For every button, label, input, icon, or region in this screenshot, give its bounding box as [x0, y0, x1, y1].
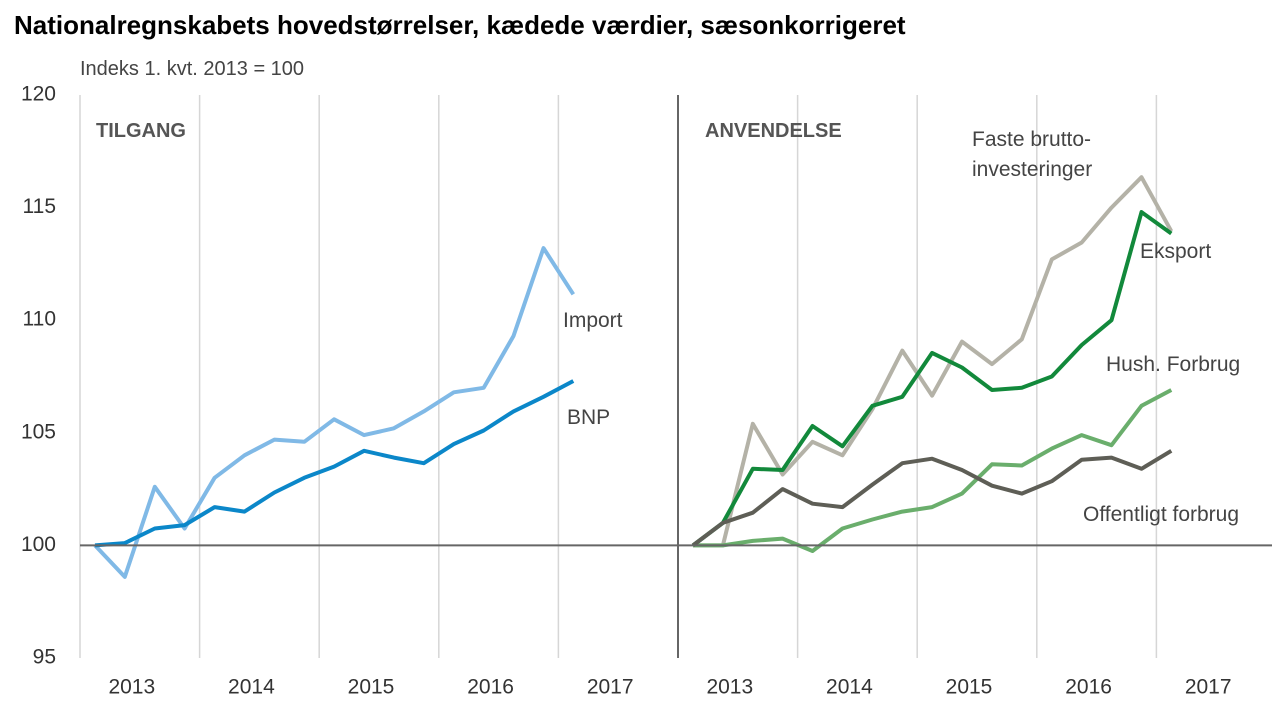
chart-title: Nationalregnskabets hovedstørrelser, kæd…	[14, 10, 906, 40]
series-line	[693, 175, 1174, 548]
series-line	[693, 388, 1173, 553]
x-tick-label: 2013	[706, 676, 753, 699]
x-tick-label: 2017	[1185, 676, 1232, 699]
y-tick-label: 110	[23, 308, 56, 331]
panel-label: TILGANG	[96, 120, 186, 142]
x-tick-label: 2016	[1065, 676, 1112, 699]
series-label: Offentligt forbrug	[1083, 503, 1240, 526]
y-tick-label: 120	[21, 83, 56, 106]
series-label: BNP	[567, 406, 611, 429]
x-tick-label: 2014	[228, 676, 275, 699]
series-line	[93, 246, 575, 579]
series-line	[94, 379, 575, 548]
panel-label: ANVENDELSE	[705, 120, 842, 142]
series-label: Eksport	[1140, 240, 1212, 263]
series-label: Faste brutto- investeringer	[972, 128, 1093, 181]
x-tick-label: 2013	[108, 676, 155, 699]
series-line	[691, 210, 1173, 547]
x-tick-label: 2015	[946, 676, 993, 699]
x-tick-label: 2015	[348, 676, 395, 699]
series-label: Import	[563, 309, 623, 332]
y-tick-label: 105	[21, 420, 56, 443]
x-tick-label: 2016	[467, 676, 514, 699]
chart-subtitle: Indeks 1. kvt. 2013 = 100	[80, 58, 305, 80]
y-tick-label: 115	[23, 195, 56, 218]
x-tick-label: 2014	[826, 676, 873, 699]
y-tick-label: 100	[21, 533, 56, 556]
series-line	[691, 449, 1173, 547]
series-label: Hush. Forbrug	[1106, 353, 1241, 376]
y-tick-label: 95	[33, 646, 56, 669]
x-tick-label: 2017	[587, 676, 634, 699]
